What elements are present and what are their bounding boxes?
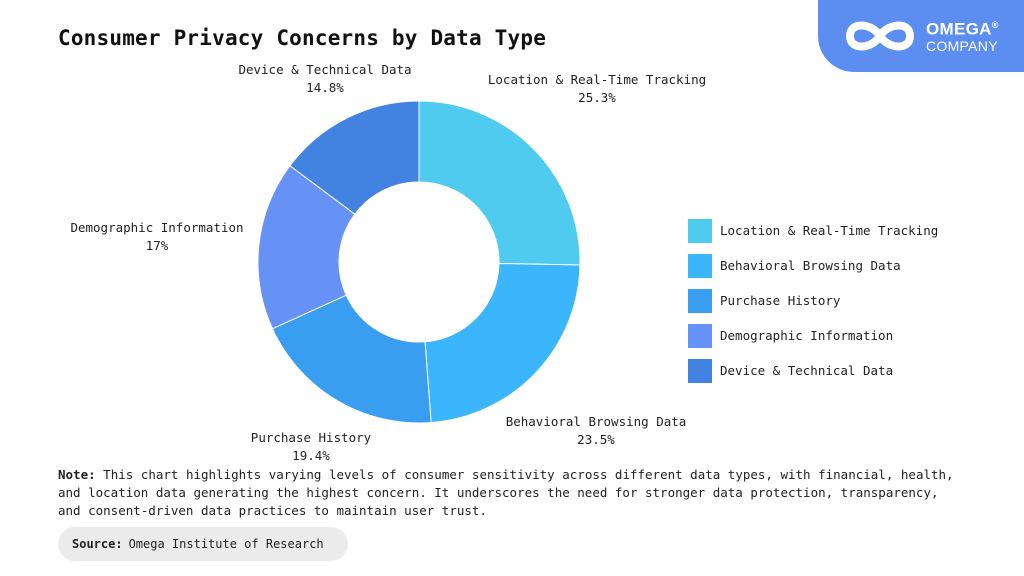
- legend-swatch: [688, 218, 712, 243]
- legend-label: Device & Technical Data: [720, 363, 894, 378]
- legend-item-3: Purchase History: [688, 288, 938, 313]
- slice-label-value: 17%: [145, 238, 169, 253]
- legend-item-2: Behavioral Browsing Data: [688, 253, 938, 278]
- note-text: This chart highlights varying levels of …: [58, 467, 954, 518]
- legend-item-5: Device & Technical Data: [688, 358, 938, 383]
- slice-label-3: Purchase History 19.4%: [251, 429, 371, 465]
- slice-label-name: Device & Technical Data: [238, 62, 412, 77]
- legend-label: Purchase History: [720, 293, 841, 308]
- slice-label-value: 25.3%: [578, 90, 616, 105]
- company-logo[interactable]: OMEGA® COMPANY: [818, 0, 1024, 72]
- slice-label-4: Demographic Information 17%: [70, 219, 243, 255]
- logo-text: OMEGA® COMPANY: [926, 17, 999, 55]
- legend: Location & Real-Time Tracking Behavioral …: [688, 218, 938, 393]
- slice-label-name: Location & Real-Time Tracking: [487, 72, 707, 87]
- chart-title: Consumer Privacy Concerns by Data Type: [58, 26, 547, 50]
- legend-item-4: Demographic Information: [688, 323, 938, 348]
- slice-label-1: Location & Real-Time Tracking 25.3%: [488, 71, 706, 107]
- donut-hole: [339, 182, 499, 342]
- legend-label: Behavioral Browsing Data: [720, 258, 901, 273]
- slice-label-value: 19.4%: [292, 448, 330, 463]
- legend-item-1: Location & Real-Time Tracking: [688, 218, 938, 243]
- slice-label-name: Behavioral Browsing Data: [505, 414, 687, 429]
- slice-label-name: Demographic Information: [70, 220, 244, 235]
- slice-label-name: Purchase History: [250, 430, 372, 445]
- legend-label: Demographic Information: [720, 328, 894, 343]
- legend-swatch: [688, 288, 712, 313]
- source-text: Omega Institute of Research: [128, 537, 324, 551]
- legend-label: Location & Real-Time Tracking: [720, 223, 939, 238]
- registered-mark: ®: [991, 20, 999, 31]
- slice-label-5: Device & Technical Data 14.8%: [238, 61, 411, 97]
- logo-name: OMEGA®: [926, 19, 999, 39]
- slice-label-value: 14.8%: [306, 80, 344, 95]
- legend-swatch: [688, 253, 712, 278]
- logo-subtitle: COMPANY: [926, 37, 998, 54]
- infinity-icon: [846, 21, 914, 51]
- slice-label-value: 23.5%: [577, 432, 615, 447]
- note-label: Note:: [58, 467, 96, 482]
- source-badge: Source: Omega Institute of Research: [58, 527, 348, 561]
- chart-note: Note: This chart highlights varying leve…: [58, 466, 958, 520]
- legend-swatch: [688, 323, 712, 348]
- legend-swatch: [688, 358, 712, 383]
- slice-label-2: Behavioral Browsing Data 23.5%: [506, 413, 687, 449]
- source-label: Source:: [72, 537, 123, 551]
